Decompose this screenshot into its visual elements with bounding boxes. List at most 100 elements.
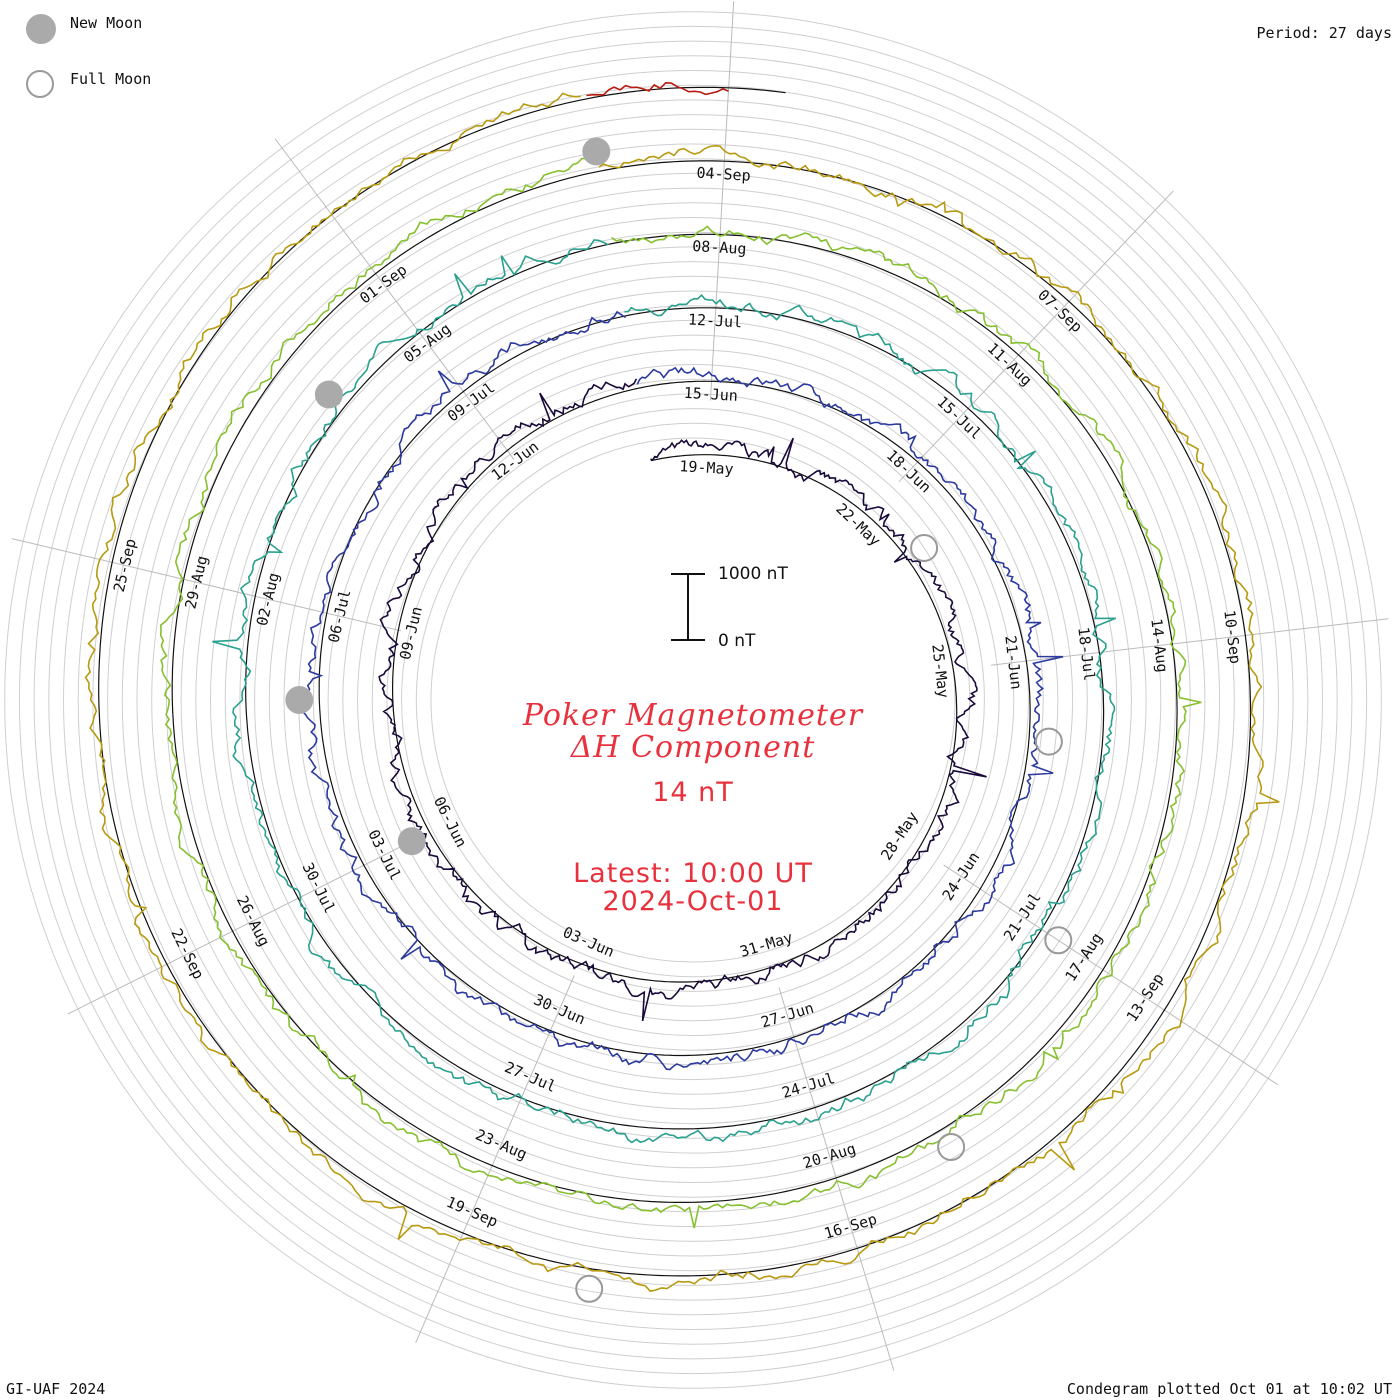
new-moon-label: New Moon: [70, 14, 143, 32]
grid-circle: [342, 349, 1044, 1051]
latest-time: Latest: 10:00 UT: [573, 858, 813, 889]
grid-circle: [386, 393, 1000, 1007]
baseline-spiral: [98, 86, 1252, 1277]
trace-rotation-2: [300, 310, 1064, 1071]
grid-circle: [18, 25, 1368, 1375]
current-value: 14 nT: [652, 777, 734, 808]
scale-bar: [671, 573, 705, 641]
grid-circle: [136, 143, 1250, 1257]
trace-rotation-5: [84, 92, 1280, 1293]
full-moon-marker: [1044, 926, 1073, 955]
chart-subtitle: ΔH Component: [570, 730, 816, 765]
date-label: 02-Aug: [253, 571, 283, 628]
grid-circle: [268, 275, 1118, 1125]
date-label: 30-Jun: [531, 991, 588, 1029]
grid-circle: [63, 70, 1323, 1330]
footer-credit: GI-UAF 2024: [6, 1380, 106, 1398]
grid-circle: [239, 246, 1147, 1154]
date-label: 25-May: [928, 643, 952, 699]
grid-circle: [107, 114, 1279, 1286]
date-label: 14-Aug: [1147, 618, 1171, 674]
baseline-spiral-path: [98, 86, 1252, 1277]
date-label: 12-Jul: [688, 310, 743, 331]
full-moon-marker: [1034, 727, 1063, 756]
date-label: 10-Sep: [1220, 609, 1244, 665]
grid-circle: [165, 172, 1221, 1228]
footer-plotted: Condegram plotted Oct 01 at 10:02 UT: [1066, 1380, 1392, 1398]
scale-top-label: 1000 nT: [718, 564, 788, 584]
grid-circle: [77, 84, 1309, 1316]
new-moon-marker: [314, 380, 343, 409]
date-label: 03-Jun: [560, 923, 617, 961]
date-label: 06-Jul: [324, 588, 354, 645]
grid-circle: [210, 217, 1176, 1183]
date-label: 19-Sep: [444, 1193, 501, 1231]
grid-circle: [151, 158, 1235, 1242]
trace-rotation-3: [212, 239, 1117, 1144]
date-label: 21-Jun: [1001, 635, 1025, 691]
date-label: 18-Jul: [1074, 626, 1098, 682]
date-label: 24-Jul: [780, 1069, 837, 1102]
date-label: 29-Aug: [181, 554, 211, 611]
moon-markers: [285, 137, 1073, 1303]
date-label: 22-Sep: [167, 926, 207, 982]
date-label: 25-Sep: [110, 537, 140, 594]
period-label: Period: 27 days: [1256, 24, 1392, 42]
trace-rotation-6: [586, 81, 729, 97]
grid-circle: [312, 319, 1074, 1081]
grid-circle: [401, 408, 985, 992]
grid-circle: [430, 437, 956, 963]
grid-circle: [121, 128, 1265, 1272]
grid-circle: [327, 334, 1059, 1066]
date-spoke: [943, 864, 1279, 1086]
new-moon-marker: [582, 137, 611, 166]
new-moon-marker: [397, 827, 426, 856]
new-moon-icon: [26, 14, 56, 44]
chart-title: Poker Magnetometer: [522, 698, 864, 733]
date-spoke: [709, 1, 735, 401]
date-spoke: [274, 138, 515, 460]
grid-circle: [48, 55, 1338, 1345]
date-label: 13-Sep: [1123, 970, 1168, 1025]
latest-date: 2024-Oct-01: [602, 886, 784, 917]
grid-circle: [224, 231, 1162, 1169]
date-spoke: [11, 538, 402, 632]
full-moon-marker: [575, 1274, 604, 1303]
date-label: 31-May: [738, 928, 795, 961]
new-moon-marker: [285, 686, 314, 714]
grid-circle: [371, 378, 1015, 1022]
data-traces: [84, 81, 1280, 1293]
full-moon-icon: [26, 70, 54, 98]
trace-rotation-4: [159, 157, 1202, 1229]
full-moon-marker: [910, 534, 939, 562]
trace-rotation-1: [378, 378, 987, 1022]
grid-circle: [254, 261, 1132, 1139]
grid-circle: [180, 187, 1206, 1213]
date-label: 27-Jun: [759, 999, 816, 1032]
grid-circle: [357, 364, 1029, 1036]
date-label: 17-Aug: [1061, 929, 1106, 984]
date-label: 19-May: [679, 457, 734, 478]
full-moon-marker: [937, 1133, 966, 1161]
date-label: 16-Sep: [822, 1210, 879, 1243]
grid-circle: [283, 290, 1103, 1110]
date-label: 27-Jul: [502, 1058, 559, 1096]
date-label: 04-Sep: [696, 164, 751, 185]
full-moon-label: Full Moon: [70, 70, 152, 88]
date-label: 20-Aug: [801, 1140, 858, 1173]
date-spoke: [415, 975, 575, 1343]
date-spoke: [67, 834, 426, 1015]
date-spoke: [898, 190, 1174, 483]
date-label: 08-Aug: [692, 237, 747, 258]
date-label: 15-Jun: [683, 384, 738, 405]
scale-bottom-label: 0 nT: [718, 631, 756, 651]
grid-circle: [92, 99, 1294, 1301]
date-label: 23-Aug: [473, 1126, 530, 1164]
grid-circle: [4, 11, 1382, 1389]
date-spoke: [778, 987, 895, 1371]
grid-circle: [33, 40, 1353, 1360]
date-spokes: [11, 1, 1389, 1371]
grid-circles: [4, 11, 1382, 1389]
date-label: 09-Jun: [396, 605, 426, 662]
